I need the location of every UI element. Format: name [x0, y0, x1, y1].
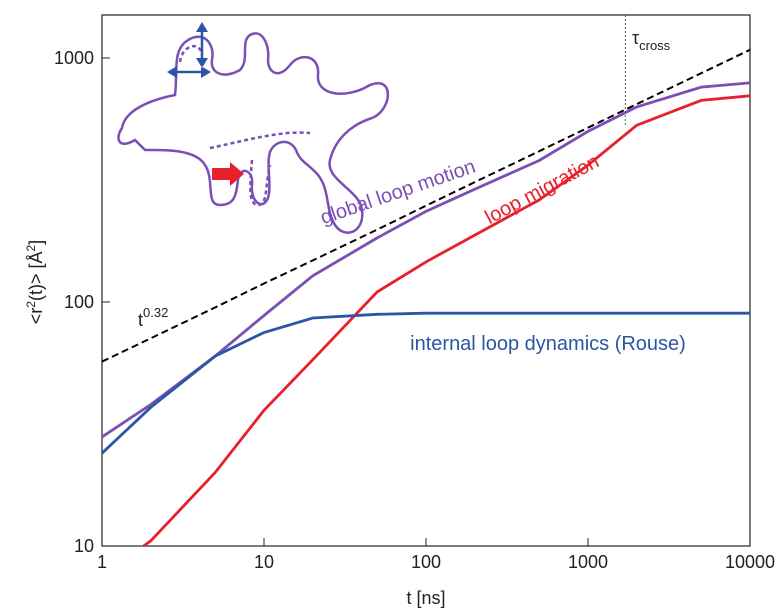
inset-diagram — [117, 22, 390, 234]
y-tick-label: 1000 — [54, 48, 94, 68]
y-label-part: 2 — [24, 244, 38, 251]
y-label-part: ] — [26, 240, 46, 245]
x-axis-label: t [ns] — [406, 588, 445, 608]
slope-annotation: t0.32 — [138, 305, 168, 330]
y-label-part: (t)> [Å — [26, 251, 46, 301]
y-label-part: 2 — [24, 301, 38, 308]
series-line — [141, 94, 750, 546]
plot-area — [102, 48, 750, 546]
x-tick-label: 10000 — [725, 552, 775, 572]
series-label: loop migration — [482, 151, 603, 229]
series-label: internal loop dynamics (Rouse) — [410, 333, 686, 355]
cross-annotation: τcross — [632, 28, 671, 53]
y-tick-label: 10 — [74, 536, 94, 556]
plot-frame — [101, 14, 751, 547]
x-tick-label: 10 — [254, 552, 274, 572]
x-tick-label: 1000 — [568, 552, 608, 572]
y-label-part: <r — [26, 308, 46, 325]
series-line — [102, 48, 750, 363]
series-line — [102, 311, 750, 455]
annotation-sup: 0.32 — [143, 305, 168, 320]
x-tick-label: 100 — [411, 552, 441, 572]
y-axis-label: <r2(t)> [Å2] — [24, 240, 46, 324]
annotation-text: τ — [632, 28, 639, 48]
annotation-sub: cross — [639, 38, 671, 53]
y-tick-label: 100 — [64, 292, 94, 312]
x-tick-label: 1 — [97, 552, 107, 572]
annotation-text: t — [138, 310, 143, 330]
series-line — [102, 81, 750, 439]
